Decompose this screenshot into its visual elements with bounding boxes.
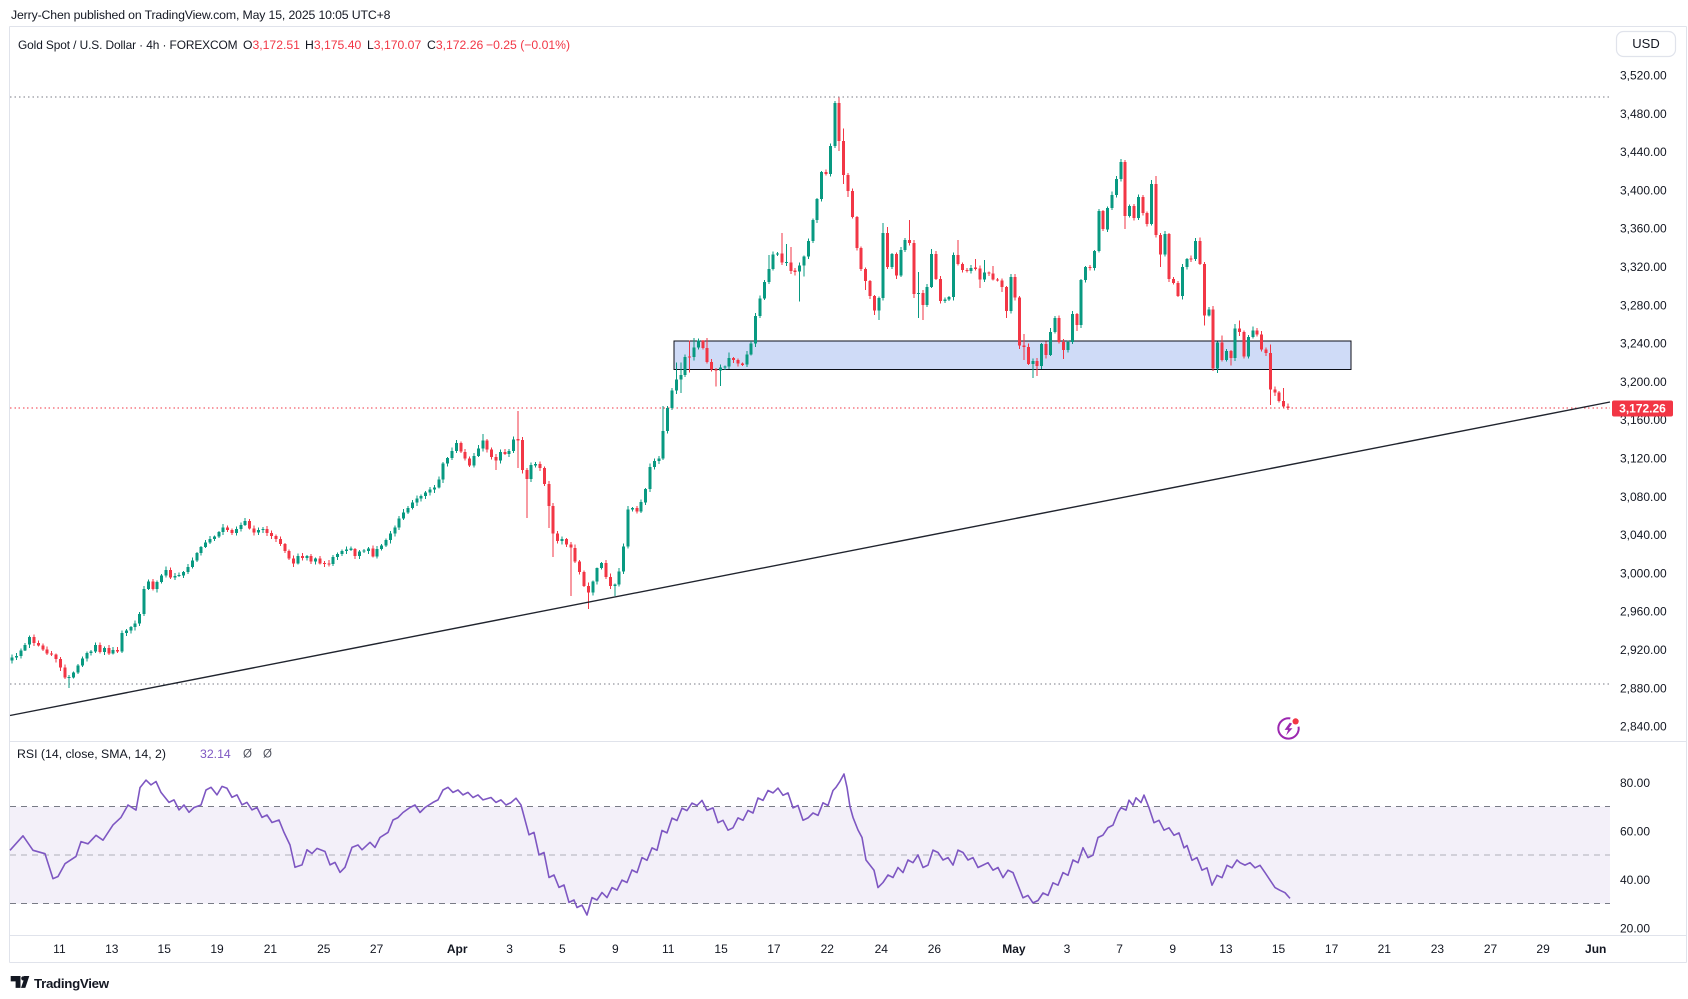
svg-text:3,000.00: 3,000.00 (1620, 566, 1667, 580)
svg-text:19: 19 (210, 942, 224, 956)
svg-text:26: 26 (928, 942, 942, 956)
svg-text:80.00: 80.00 (1620, 776, 1650, 790)
svg-text:Jun: Jun (1585, 942, 1606, 956)
svg-text:3,280.00: 3,280.00 (1620, 298, 1667, 312)
svg-text:13: 13 (105, 942, 119, 956)
svg-text:3,400.00: 3,400.00 (1620, 183, 1667, 197)
svg-text:TradingView: TradingView (34, 976, 110, 991)
svg-text:17: 17 (767, 942, 781, 956)
svg-text:13: 13 (1219, 942, 1233, 956)
svg-text:3,440.00: 3,440.00 (1620, 145, 1667, 159)
svg-text:3,240.00: 3,240.00 (1620, 337, 1667, 351)
svg-text:C3,172.26: C3,172.26 (427, 38, 483, 52)
svg-text:−0.25 (−0.01%): −0.25 (−0.01%) (486, 38, 570, 52)
svg-text:15: 15 (714, 942, 728, 956)
svg-text:22: 22 (821, 942, 835, 956)
svg-text:O3,172.51: O3,172.51 (243, 38, 300, 52)
svg-text:Apr: Apr (447, 942, 468, 956)
svg-text:May: May (1002, 942, 1026, 956)
svg-text:3,480.00: 3,480.00 (1620, 107, 1667, 121)
svg-text:2,920.00: 2,920.00 (1620, 643, 1667, 657)
svg-text:15: 15 (158, 942, 172, 956)
svg-text:29: 29 (1536, 942, 1550, 956)
svg-text:11: 11 (662, 942, 675, 956)
svg-text:21: 21 (1378, 942, 1392, 956)
svg-text:20.00: 20.00 (1620, 921, 1650, 935)
svg-text:3: 3 (506, 942, 513, 956)
svg-text:27: 27 (370, 942, 384, 956)
svg-text:60.00: 60.00 (1620, 825, 1650, 839)
svg-text:23: 23 (1431, 942, 1445, 956)
svg-text:3,040.00: 3,040.00 (1620, 528, 1667, 542)
svg-text:3,520.00: 3,520.00 (1620, 69, 1667, 83)
svg-text:24: 24 (875, 942, 889, 956)
svg-text:9: 9 (1169, 942, 1176, 956)
svg-text:3,200.00: 3,200.00 (1620, 375, 1667, 389)
svg-text:2,960.00: 2,960.00 (1620, 605, 1667, 619)
svg-text:Ø: Ø (263, 749, 272, 761)
svg-text:7: 7 (1116, 942, 1123, 956)
svg-text:2,880.00: 2,880.00 (1620, 681, 1667, 695)
svg-text:3,360.00: 3,360.00 (1620, 222, 1667, 236)
svg-text:17: 17 (1325, 942, 1339, 956)
svg-text:Ø: Ø (243, 749, 252, 761)
svg-text:9: 9 (612, 942, 619, 956)
svg-text:RSI (14, close, SMA, 14, 2): RSI (14, close, SMA, 14, 2) (17, 747, 166, 761)
svg-text:3: 3 (1064, 942, 1071, 956)
svg-text:21: 21 (264, 942, 278, 956)
svg-text:11: 11 (53, 942, 66, 956)
svg-text:3,160.00: 3,160.00 (1620, 413, 1667, 427)
svg-text:Gold Spot / U.S. Dollar · 4h ·: Gold Spot / U.S. Dollar · 4h · FOREXCOM (18, 38, 237, 52)
svg-text:3,120.00: 3,120.00 (1620, 452, 1667, 466)
svg-text:3,320.00: 3,320.00 (1620, 260, 1667, 274)
svg-text:Jerry-Chen published on Tradin: Jerry-Chen published on TradingView.com,… (11, 8, 391, 22)
svg-text:USD: USD (1632, 36, 1659, 51)
svg-text:32.14: 32.14 (200, 747, 231, 761)
svg-text:H3,175.40: H3,175.40 (305, 38, 361, 52)
svg-text:2,840.00: 2,840.00 (1620, 720, 1667, 734)
svg-text:25: 25 (317, 942, 331, 956)
svg-text:27: 27 (1484, 942, 1498, 956)
svg-text:3,080.00: 3,080.00 (1620, 490, 1667, 504)
svg-text:40.00: 40.00 (1620, 873, 1650, 887)
svg-text:5: 5 (559, 942, 566, 956)
svg-text:L3,170.07: L3,170.07 (367, 38, 421, 52)
svg-text:15: 15 (1272, 942, 1286, 956)
svg-text:3,172.26: 3,172.26 (1619, 402, 1666, 416)
